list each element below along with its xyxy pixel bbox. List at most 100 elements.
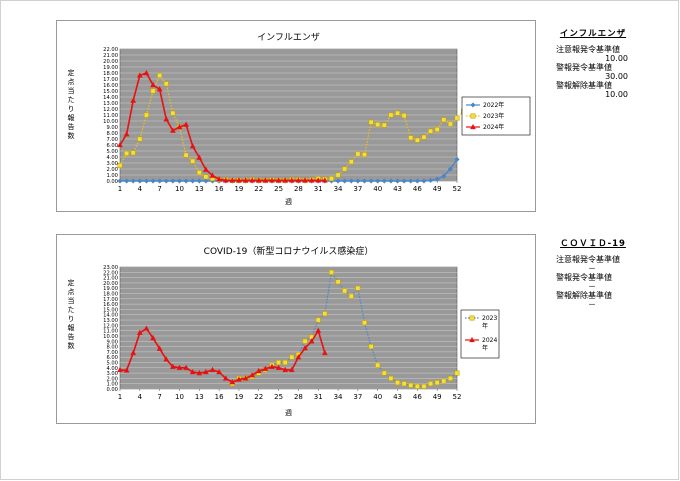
data-point (170, 363, 176, 369)
data-point (137, 136, 143, 142)
y-tick-label: 22.00 (103, 270, 118, 276)
data-point (434, 126, 440, 132)
x-tick-label: 37 (353, 393, 362, 401)
y-tick-label: 5.00 (106, 360, 118, 366)
data-point (222, 375, 229, 381)
x-tick-label: 43 (393, 185, 402, 193)
x-tick-label: 31 (314, 393, 323, 401)
data-point (242, 375, 249, 381)
data-point (375, 362, 381, 368)
data-point (375, 178, 381, 184)
y-tick-label: 16.00 (103, 302, 118, 308)
data-point (275, 177, 282, 183)
data-point (381, 370, 387, 376)
y-tick-label: 20.00 (103, 59, 118, 65)
attention-threshold-value: － (588, 264, 596, 273)
data-point (229, 378, 236, 385)
data-point (355, 151, 361, 157)
y-tick-label: 10.00 (103, 334, 118, 340)
attention-threshold-value: 10.00 (605, 54, 628, 63)
y-axis-label-char: 当 (68, 296, 75, 305)
data-point (190, 158, 196, 164)
data-point (157, 72, 163, 78)
data-point (183, 152, 189, 158)
data-point (282, 359, 288, 365)
data-point (136, 329, 143, 335)
y-axis-label-char: 点 (68, 288, 75, 296)
x-tick-label: 7 (157, 185, 161, 193)
x-tick-label: 25 (274, 393, 283, 401)
data-point (236, 376, 242, 382)
data-point (183, 178, 189, 184)
data-point (143, 325, 150, 331)
data-point (408, 382, 414, 388)
data-point (136, 72, 143, 78)
data-point (163, 116, 170, 122)
influenza-chart-svg: インフルエンザ 0.001.002.003.004.005.006.007.008… (68, 32, 531, 206)
data-point (408, 178, 414, 184)
data-point (269, 363, 275, 369)
y-tick-label: 22.00 (103, 47, 118, 53)
data-point (150, 334, 156, 341)
y-tick-label: 11.00 (103, 329, 118, 335)
data-point (321, 177, 328, 183)
data-point (282, 366, 289, 373)
data-point (361, 152, 367, 158)
data-point (130, 178, 136, 184)
data-point (288, 366, 295, 373)
data-point (381, 122, 387, 128)
y-tick-label: 16.00 (103, 83, 118, 89)
y-tick-label: 3.00 (106, 161, 118, 167)
data-point (249, 177, 256, 183)
x-tick-label: 46 (413, 185, 422, 193)
y-axis-label-char: 定 (68, 278, 75, 287)
y-tick-label: 23.00 (103, 265, 118, 271)
legend-marker (470, 123, 476, 130)
covid-chart: COVID-19（新型コロナウイルス感染症） 0.00 1.00 2.00 3.00 4.… (56, 234, 536, 424)
data-point (288, 177, 295, 183)
y-tick-label: 19.00 (103, 65, 118, 71)
y-tick-label: 17.00 (103, 77, 118, 83)
data-point (361, 178, 368, 184)
data-point (321, 349, 328, 356)
x-tick-label: 16 (215, 393, 224, 401)
y-tick-label: 11.00 (103, 113, 118, 119)
series-2 (117, 69, 328, 183)
data-point (348, 178, 354, 184)
y-axis-label-char: 報 (68, 114, 75, 122)
data-point (157, 178, 163, 184)
data-point (342, 288, 348, 294)
x-tick-label: 4 (138, 393, 143, 401)
legend-label: 年 (482, 322, 488, 330)
legend-label: 年 (482, 344, 488, 352)
x-tick-label: 1 (118, 185, 122, 193)
y-tick-label: 0.00 (106, 387, 118, 393)
y-axis-label-char: 数 (68, 131, 75, 140)
data-point (176, 364, 183, 370)
data-point (368, 119, 374, 125)
data-point (236, 177, 242, 183)
data-point (395, 380, 401, 386)
y-tick-label: 15.00 (103, 307, 118, 313)
y-tick-label: 17.00 (103, 297, 118, 303)
data-point (216, 368, 222, 375)
data-point (428, 128, 434, 134)
data-point (434, 380, 440, 386)
data-point (242, 177, 249, 183)
data-point (262, 365, 269, 371)
data-point (441, 173, 447, 179)
data-point (441, 378, 447, 384)
y-tick-label: 7.00 (106, 137, 118, 143)
legend-box (460, 309, 500, 359)
data-point (150, 81, 156, 88)
y-tick-label: 4.00 (106, 155, 118, 161)
covid-threshold-title: ＣＯＶＩＤ-19 (560, 239, 626, 249)
covid-threshold-panel: ＣＯＶＩＤ-19 注意報発令基準値 － 警報発令基準値 － 警報解除基準値 － (556, 239, 630, 310)
data-point (447, 375, 453, 381)
x-tick-label: 25 (274, 185, 283, 193)
y-tick-label: 15.00 (103, 89, 118, 95)
data-point (170, 127, 176, 133)
data-point (342, 166, 348, 172)
data-point (368, 344, 374, 350)
y-axis-label-char: 定 (68, 68, 75, 77)
